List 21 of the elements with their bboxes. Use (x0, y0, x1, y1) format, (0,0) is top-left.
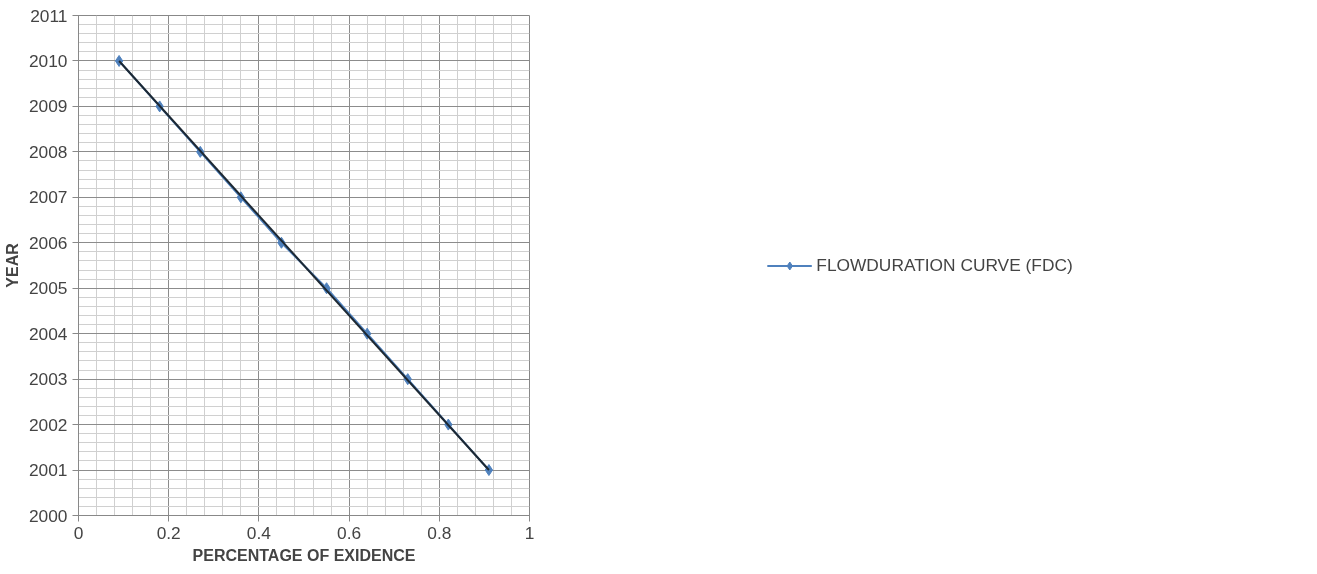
y-tick-label: 2009 (28, 96, 68, 117)
y-tick-label: 2006 (28, 232, 68, 253)
y-tick-label: 2001 (28, 460, 68, 481)
x-axis-title: PERCENTAGE OF EXIDENCE (192, 546, 416, 564)
y-tick-label: 2010 (28, 50, 68, 71)
legend-label: FLOWDURATION CURVE (FDC) (816, 254, 1073, 276)
y-tick-label: 2011 (30, 5, 68, 26)
x-tick-label: 0.2 (156, 522, 181, 543)
y-axis-title: YEAR (3, 242, 21, 288)
y-tick-label: 2000 (28, 505, 68, 526)
y-tick-label: 2005 (28, 278, 68, 299)
y-tick-label: 2002 (28, 414, 68, 435)
y-tick-label: 2004 (28, 323, 68, 344)
x-tick-label: 0.4 (246, 522, 272, 543)
x-tick-label: 0.8 (427, 522, 452, 543)
x-tick-label: 1 (524, 522, 535, 543)
y-tick-label: 2003 (28, 369, 68, 390)
y-tick-label: 2008 (28, 141, 68, 162)
y-tick-label: 2007 (28, 187, 68, 208)
x-tick-label: 0 (73, 522, 84, 543)
x-tick-label: 0.6 (337, 522, 362, 543)
